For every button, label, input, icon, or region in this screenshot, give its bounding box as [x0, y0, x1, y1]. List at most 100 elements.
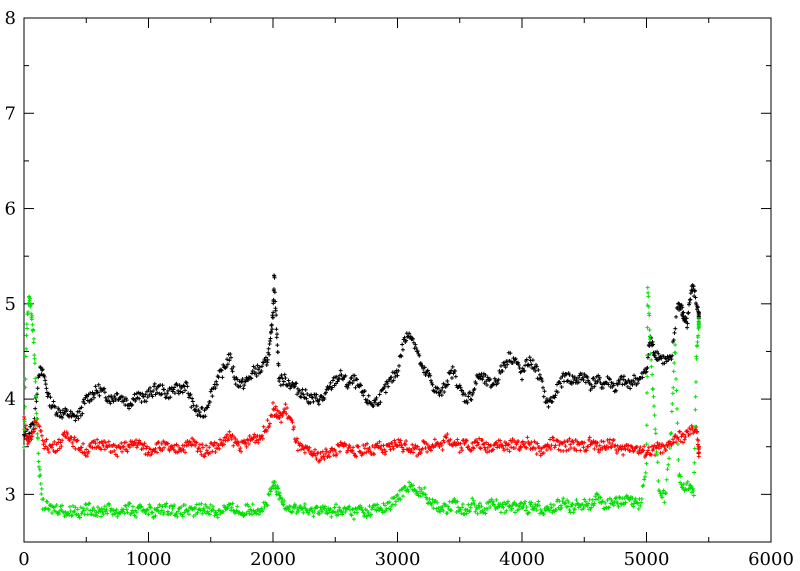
data-point	[630, 496, 635, 501]
data-point	[492, 504, 497, 509]
data-point	[543, 443, 548, 448]
data-point	[410, 442, 415, 447]
data-point	[565, 379, 570, 384]
data-point	[200, 405, 205, 410]
data-point	[383, 382, 388, 387]
data-point	[208, 389, 213, 394]
data-point	[93, 384, 98, 389]
data-point	[45, 394, 50, 399]
data-point	[185, 384, 190, 389]
data-point	[97, 440, 102, 445]
data-point	[695, 442, 700, 447]
data-point	[467, 391, 472, 396]
data-point	[584, 448, 589, 453]
data-point	[636, 378, 641, 383]
data-point	[400, 347, 405, 352]
data-point	[667, 445, 672, 450]
y-tick-label: 7	[5, 103, 16, 124]
data-point	[52, 439, 57, 444]
data-point	[644, 423, 649, 428]
data-point	[390, 444, 395, 449]
data-point	[389, 375, 394, 380]
data-point	[631, 378, 636, 383]
data-point	[481, 374, 486, 379]
data-point	[692, 470, 697, 475]
data-point	[611, 503, 616, 508]
data-point	[214, 379, 219, 384]
data-point	[663, 490, 668, 495]
data-point	[586, 444, 591, 449]
data-point	[356, 444, 361, 449]
data-point	[121, 444, 126, 449]
data-point	[490, 448, 495, 453]
data-point	[335, 379, 340, 384]
data-point	[92, 508, 97, 513]
data-point	[37, 467, 42, 472]
data-point	[35, 431, 40, 436]
data-point	[130, 439, 135, 444]
data-point	[176, 391, 181, 396]
data-point	[383, 449, 388, 454]
data-point	[32, 361, 37, 366]
data-point	[651, 394, 656, 399]
data-point	[140, 391, 145, 396]
data-point	[320, 449, 325, 454]
data-point	[474, 507, 479, 512]
data-point	[396, 437, 401, 442]
data-point	[144, 444, 149, 449]
data-point	[648, 351, 653, 356]
data-point	[488, 377, 493, 382]
data-point	[329, 514, 334, 519]
data-point	[636, 451, 641, 456]
data-point	[40, 367, 45, 372]
y-tick-label: 8	[5, 8, 16, 29]
data-point	[86, 502, 91, 507]
data-point	[30, 434, 35, 439]
data-point	[313, 447, 318, 452]
data-point	[453, 443, 458, 448]
data-point	[154, 507, 159, 512]
data-point	[684, 481, 689, 486]
data-point	[70, 411, 75, 416]
data-point	[471, 446, 476, 451]
data-point	[403, 442, 408, 447]
data-point	[526, 511, 531, 516]
data-point	[411, 336, 416, 341]
data-point	[340, 512, 345, 517]
data-point	[27, 296, 32, 301]
data-point	[43, 444, 48, 449]
data-point	[614, 388, 619, 393]
data-point	[158, 392, 163, 397]
data-point	[249, 512, 254, 517]
data-point	[127, 445, 132, 450]
data-point	[470, 441, 475, 446]
data-point	[188, 392, 193, 397]
data-point	[542, 389, 547, 394]
data-point	[283, 402, 288, 407]
data-point	[22, 445, 26, 450]
data-point	[425, 443, 430, 448]
data-point	[253, 366, 258, 371]
data-point	[691, 493, 696, 498]
data-point	[64, 407, 69, 412]
data-point	[239, 449, 244, 454]
data-point	[662, 361, 667, 366]
data-point	[696, 454, 701, 459]
data-point	[651, 404, 656, 409]
data-point	[186, 391, 191, 396]
data-point	[484, 450, 489, 455]
data-point	[675, 421, 680, 426]
data-point	[113, 396, 118, 401]
data-point	[55, 448, 60, 453]
data-point	[464, 511, 469, 516]
data-point	[32, 353, 37, 358]
data-point	[649, 444, 654, 449]
data-point	[141, 394, 146, 399]
data-point	[626, 378, 631, 383]
data-point	[322, 506, 327, 511]
data-point	[256, 512, 261, 517]
data-point	[457, 383, 462, 388]
data-point	[419, 487, 424, 492]
data-point	[483, 511, 488, 516]
data-point	[352, 373, 357, 378]
